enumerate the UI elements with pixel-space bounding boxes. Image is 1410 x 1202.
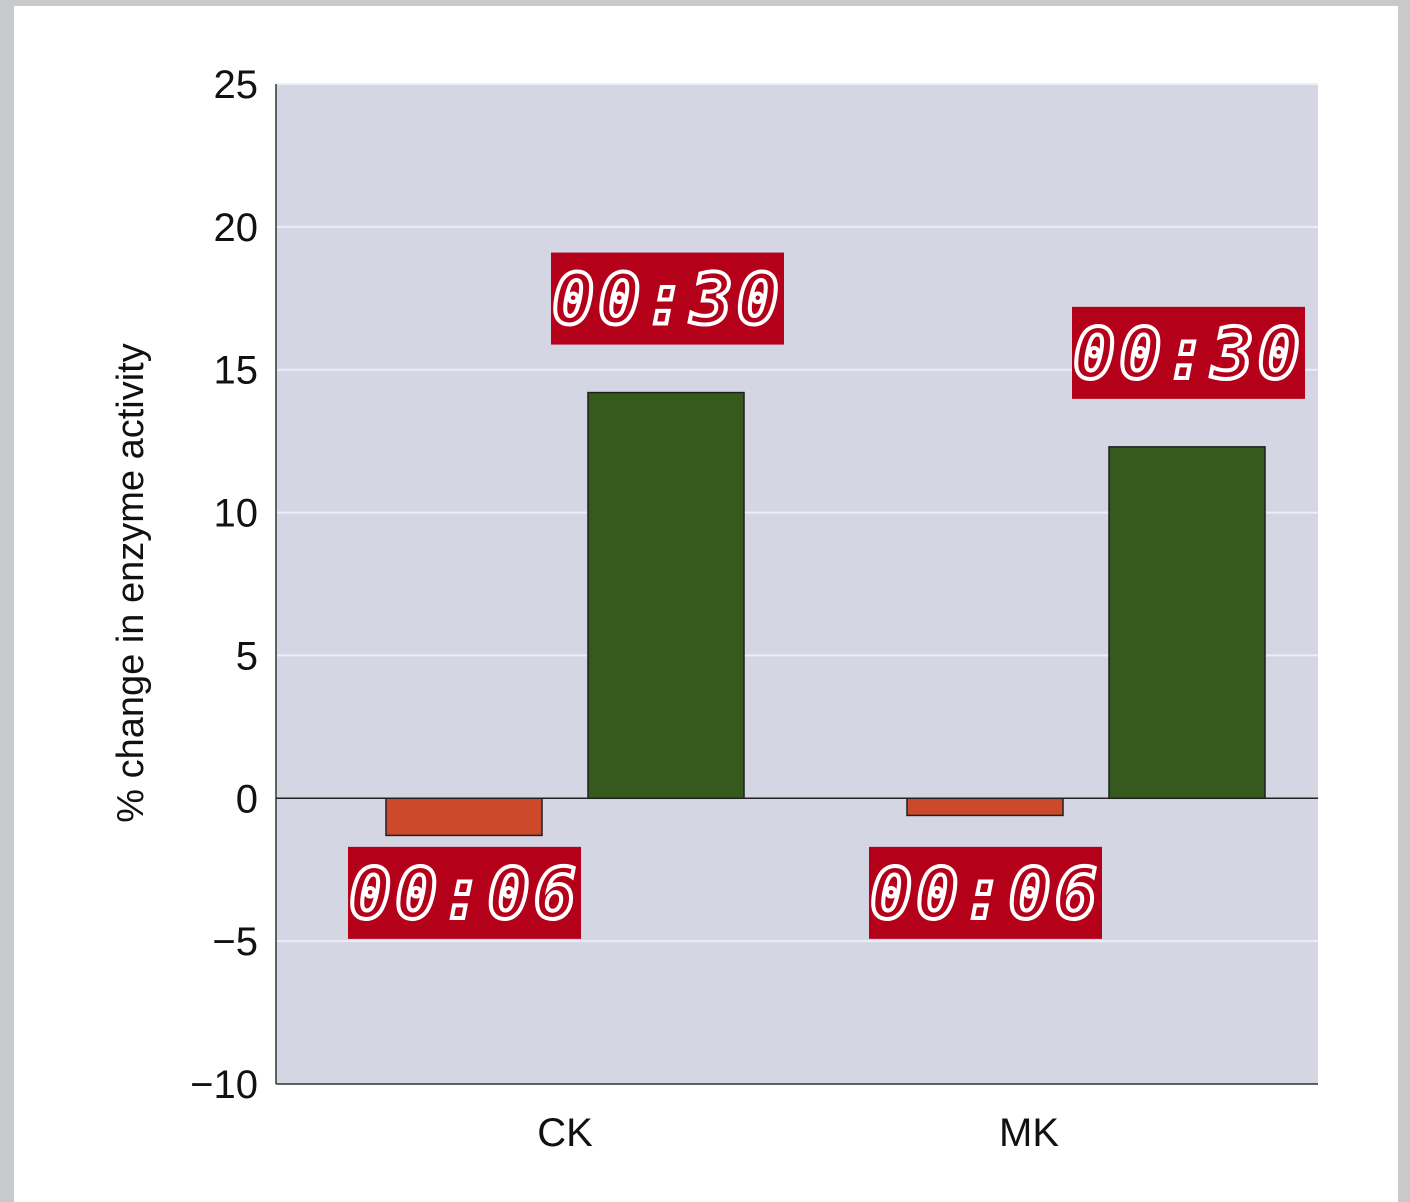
bar-mk-0030 — [1108, 446, 1266, 800]
axes — [275, 84, 1318, 1085]
bar-ck-0006 — [385, 797, 543, 837]
y-tick-label: 10 — [214, 492, 259, 536]
y-tick-label: 25 — [214, 63, 259, 107]
timer-badge-background — [869, 846, 1102, 939]
y-tick-label: 15 — [214, 349, 259, 393]
bar-mk-0006 — [906, 797, 1064, 817]
timer-badge-label: 00:06 — [349, 853, 580, 935]
bars — [385, 391, 1266, 837]
y-axis-title: % change in enzyme activity — [110, 343, 152, 822]
timer-badge: 00:30 — [550, 252, 784, 345]
timer-badge-label: 00:30 — [552, 259, 783, 341]
timer-badge-background — [1072, 306, 1305, 399]
x-category-labels: CK MK — [537, 1111, 1059, 1155]
timer-badge-label: 00:06 — [870, 853, 1101, 935]
timer-annotations: 00:06 00:06 00:30 00:30 — [347, 252, 1305, 939]
bar-ck-0030 — [587, 391, 745, 800]
timer-badge-background — [348, 846, 581, 939]
timer-badge: 00:06 — [868, 846, 1102, 939]
x-category-label: MK — [999, 1111, 1059, 1155]
timer-badge-label: 00:30 — [1073, 313, 1304, 395]
timer-badge-background — [551, 252, 784, 345]
timer-badge: 00:06 — [347, 846, 581, 939]
y-tick-label: −5 — [212, 920, 258, 964]
y-tick-label: −10 — [190, 1063, 258, 1107]
y-tick-label: 20 — [214, 206, 259, 250]
x-category-label: CK — [537, 1111, 593, 1155]
timer-badge: 00:30 — [1071, 306, 1305, 399]
y-tick-labels: 25 20 15 10 5 0 −5 −10 — [190, 63, 258, 1107]
y-tick-label: 0 — [236, 777, 258, 821]
y-tick-label: 5 — [236, 634, 258, 678]
